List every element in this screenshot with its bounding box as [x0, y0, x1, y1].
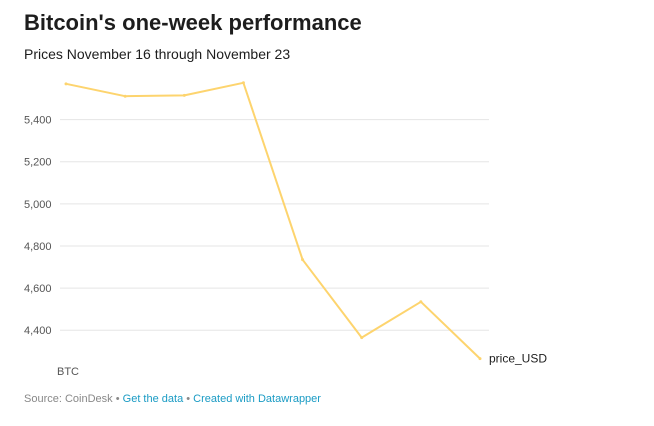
x-axis-label: BTC — [57, 366, 79, 378]
y-tick-label: 5,400 — [24, 115, 52, 127]
series-label: price_USD — [489, 352, 547, 366]
source-text: Source: CoinDesk — [24, 393, 113, 405]
data-point — [419, 300, 423, 304]
y-axis-ticks: 4,400 4,600 4,800 5,000 5,200 5,400 — [24, 115, 52, 338]
y-tick-label: 4,600 — [24, 283, 52, 295]
chart-labels: price_USD BTC — [57, 352, 547, 378]
data-point — [241, 81, 245, 85]
data-point — [478, 357, 482, 361]
data-point — [182, 93, 186, 97]
series-line-price_USD — [65, 81, 481, 360]
data-point — [360, 336, 364, 340]
data-point — [301, 258, 305, 262]
footer-separator: • — [115, 393, 120, 405]
series-lines — [64, 81, 482, 361]
data-point — [123, 94, 127, 98]
y-tick-label: 4,800 — [24, 241, 52, 253]
grid-lines — [60, 119, 489, 331]
get-data-link[interactable]: Get the data — [122, 393, 184, 405]
data-point — [64, 82, 68, 86]
y-tick-label: 5,000 — [24, 199, 52, 211]
footer-separator: • — [186, 393, 191, 405]
chart-title: Bitcoin's one-week performance — [24, 10, 362, 35]
datawrapper-link[interactable]: Created with Datawrapper — [193, 393, 321, 405]
line-chart: 4,400 4,600 4,800 5,000 5,200 5,400 price_USD… — [24, 81, 547, 378]
y-tick-label: 5,200 — [24, 157, 52, 169]
y-tick-label: 4,400 — [24, 325, 52, 337]
chart-footer: Source: CoinDesk • Get the data • Create… — [24, 393, 321, 405]
chart-subtitle: Prices November 16 through November 23 — [24, 46, 291, 62]
